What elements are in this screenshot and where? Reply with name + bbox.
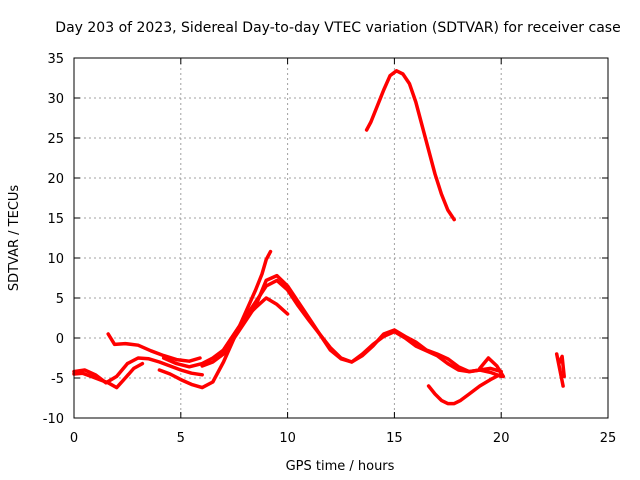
- chart-title: Day 203 of 2023, Sidereal Day-to-day VTE…: [55, 20, 620, 36]
- x-tick-label: 10: [279, 431, 296, 446]
- series-line-track-6: [200, 273, 503, 379]
- y-tick-label: 20: [47, 172, 64, 187]
- series-line-track-12: [557, 354, 566, 379]
- x-tick-label: 25: [600, 431, 617, 446]
- plot-frame: [73, 57, 609, 419]
- x-tick-label: 15: [386, 431, 403, 446]
- series-line-track-4: [157, 249, 273, 390]
- x-axis-label: GPS time / hours: [286, 459, 395, 474]
- y-tick-label: -5: [51, 372, 64, 387]
- series-line-track-2: [72, 361, 145, 390]
- series-line-track-1: [72, 356, 204, 385]
- series-line-track-8: [364, 69, 456, 222]
- tick-layer: 0 5 10 15 20 25 -10 -5 0 5 10 15 20 25 30 35: [43, 52, 617, 446]
- x-tick-label: 20: [493, 431, 510, 446]
- y-tick-label: 25: [47, 132, 64, 147]
- series-line-track-3: [106, 332, 202, 363]
- y-tick-label: -10: [43, 412, 64, 427]
- series-line-track-7: [221, 296, 290, 352]
- series-line-track-5: [161, 278, 503, 374]
- y-tick-label: 0: [56, 332, 64, 347]
- y-tick-label: 35: [47, 52, 64, 67]
- grid-layer: [74, 58, 608, 418]
- y-tick-label: 10: [47, 252, 64, 267]
- series-line-track-10: [478, 356, 506, 379]
- y-tick-label: 30: [47, 92, 64, 107]
- y-tick-label: 15: [47, 212, 64, 227]
- y-axis-label: SDTVAR / TECUs: [7, 185, 22, 292]
- series-line-track-11: [554, 352, 565, 388]
- x-tick-label: 0: [70, 431, 78, 446]
- x-tick-label: 5: [177, 431, 185, 446]
- y-tick-label: 5: [56, 292, 64, 307]
- series-layer: [72, 69, 566, 406]
- series-line-track-9: [426, 372, 503, 406]
